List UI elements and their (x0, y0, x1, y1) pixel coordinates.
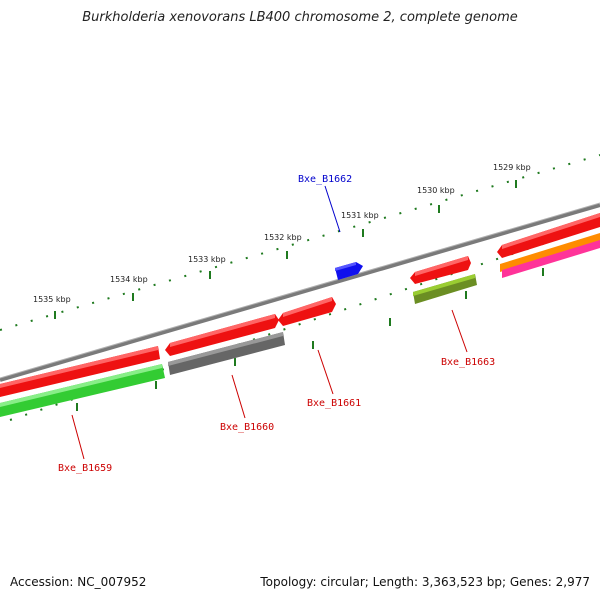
feature-red-cds[interactable] (165, 314, 279, 356)
leader-line-bxe-b1660 (231, 374, 246, 419)
feature-red-cds-right[interactable] (410, 256, 471, 284)
ruler-label: 1531 kbp (341, 211, 379, 220)
gene-label-bxe-b1659[interactable]: Bxe_B1659 (58, 463, 112, 474)
feature-pink-cds[interactable] (502, 240, 600, 278)
genome-backbone (0, 203, 600, 382)
feature-red-cds-left[interactable] (0, 346, 160, 397)
feature-bxe-b1663[interactable] (413, 274, 477, 304)
feature-red-cds-far-right[interactable] (497, 213, 600, 258)
ruler-inner-ticks (76, 268, 544, 411)
genome-summary-text: Topology: circular; Length: 3,363,523 bp… (260, 575, 590, 589)
feature-bxe-b1661[interactable] (278, 297, 336, 326)
gene-label-bxe-b1663[interactable]: Bxe_B1663 (441, 357, 495, 368)
leader-line-bxe-b1661 (317, 349, 334, 395)
ruler-label: 1529 kbp (493, 163, 531, 172)
ruler-major-ticks (54, 180, 517, 319)
leader-line-bxe-b1659 (71, 414, 85, 460)
feature-bxe-b1662[interactable] (335, 262, 363, 280)
feature-bxe-b1660[interactable] (168, 332, 285, 375)
gene-label-bxe-b1660[interactable]: Bxe_B1660 (220, 422, 274, 433)
map-title: Burkholderia xenovorans LB400 chromosome… (82, 10, 518, 25)
ruler-label: 1535 kbp (33, 295, 71, 304)
ruler-label: 1532 kbp (264, 233, 302, 242)
gene-label-bxe-b1661[interactable]: Bxe_B1661 (307, 398, 361, 409)
gene-label-bxe-b1662[interactable]: Bxe_B1662 (298, 174, 352, 185)
ruler-label: 1533 kbp (188, 255, 226, 264)
ruler-label: 1530 kbp (417, 186, 455, 195)
ruler-label: 1534 kbp (110, 275, 148, 284)
feature-bxe-b1659[interactable] (0, 364, 165, 417)
leader-line-bxe-b1662 (324, 185, 341, 233)
feature-orange-cds[interactable] (500, 233, 600, 272)
leader-line-bxe-b1663 (451, 309, 468, 353)
accession-text: Accession: NC_007952 (10, 575, 147, 589)
